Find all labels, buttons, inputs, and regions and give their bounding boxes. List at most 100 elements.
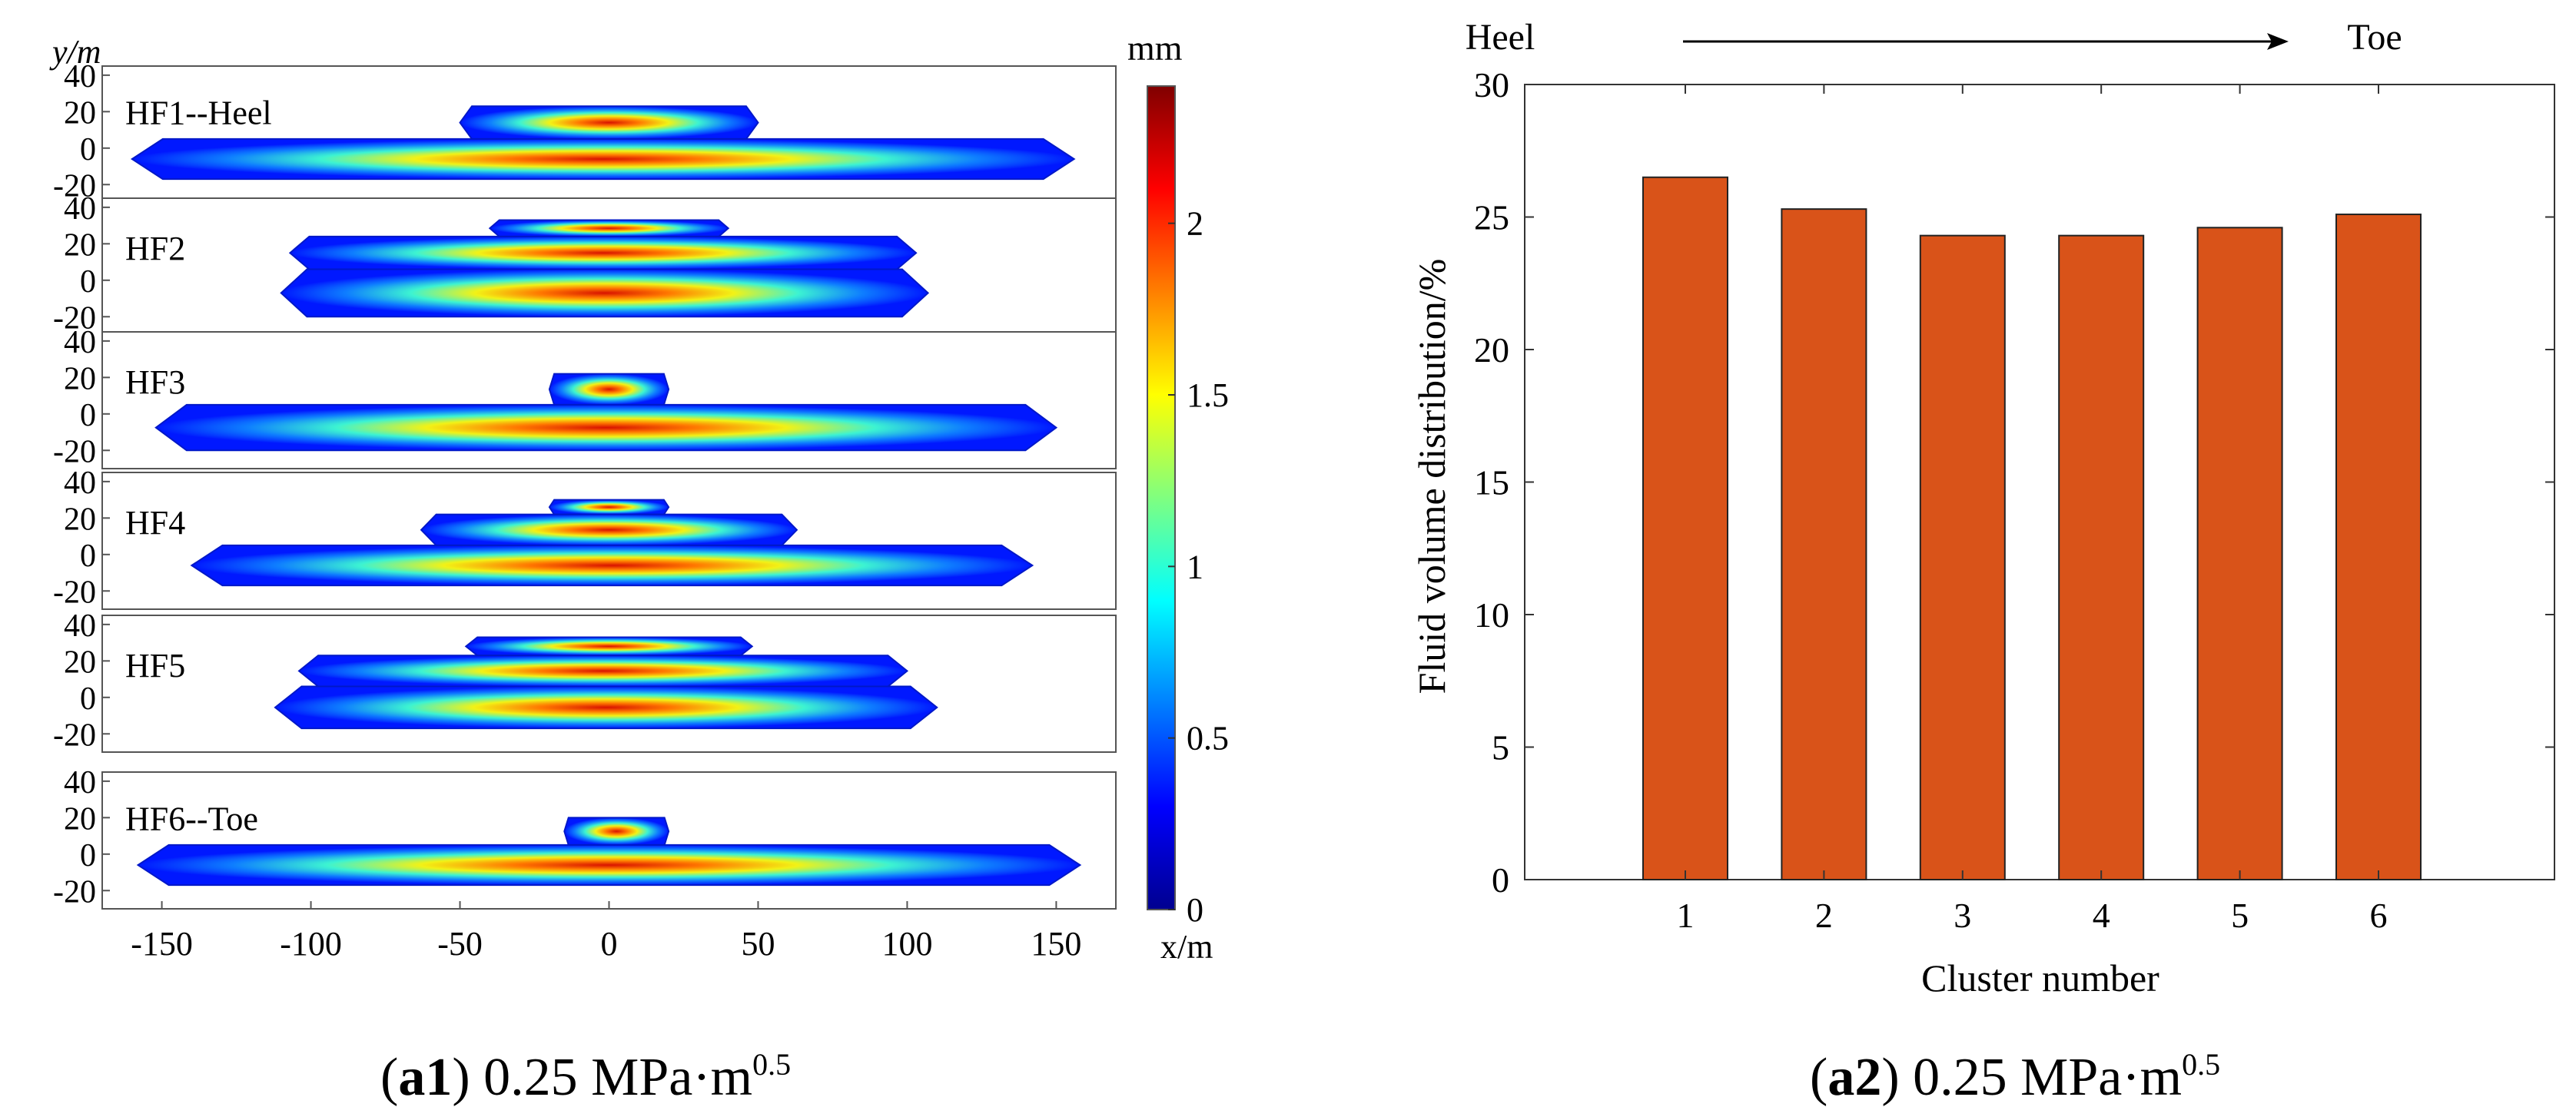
fracture-main-layer [281, 269, 928, 317]
panel-label: HF3 [125, 363, 185, 401]
y-tick-label: 0 [80, 264, 96, 300]
bar-y-axis-label: Fluid volume distribution/% [1410, 259, 1453, 694]
fracture-main-layer [131, 138, 1074, 180]
bar-x-ticks: 1 2 3 4 5 6 [1677, 85, 2388, 935]
fracture-main-layer-edge [130, 138, 1076, 181]
y-tick-label: 0 [80, 838, 96, 873]
bar-y-tick-label: 25 [1474, 198, 1509, 237]
y-tick-label: -20 [53, 434, 96, 469]
y-tick-label: 20 [64, 502, 96, 537]
x-tick-label: -100 [280, 925, 342, 963]
fracture-top-layer [490, 220, 729, 237]
fracture-upper-layer [290, 236, 917, 270]
fracture-main-layer [138, 844, 1081, 886]
y-tick-label: 20 [64, 645, 96, 680]
y-tick-label: 0 [80, 681, 96, 717]
fracture-main-layer-edge [136, 844, 1082, 887]
y-tick-label: 40 [64, 325, 96, 360]
y-tick-label: -20 [53, 874, 96, 910]
bar-y-tick-label: 15 [1474, 463, 1509, 502]
toe-label: Toe [2347, 17, 2402, 58]
heel-toe-annotation: Heel Toe [1466, 17, 2402, 58]
y-tick-label: 0 [80, 132, 96, 167]
colorbar-tick-label: 1 [1187, 548, 1203, 585]
x-axis-ticks: -150 -100 -50 0 50 100 150 [131, 901, 1081, 963]
colorbar-unit: mm [1127, 28, 1183, 68]
fracture-upper-layer [421, 514, 797, 545]
fracture-main-layer-edge [190, 544, 1034, 587]
contour-panels: HF1--Heel40200-20HF240200-20HF340200-20H… [53, 59, 1117, 910]
bar-y-tick-label: 0 [1492, 860, 1509, 900]
y-tick-label: -20 [53, 718, 96, 753]
colorbar: mm 0 0.5 1 1.5 2 [1127, 28, 1229, 929]
bar-cluster-1 [1642, 176, 1728, 880]
x-tick-label: 150 [1031, 925, 1081, 963]
y-tick-label: -20 [53, 575, 96, 610]
y-tick-label: 40 [64, 466, 96, 501]
panel-label: HF6--Toe [125, 800, 258, 837]
bar-y-tick-label: 30 [1474, 65, 1509, 104]
y-tick-label: 20 [64, 95, 96, 131]
bar-x-tick-label: 5 [2231, 896, 2249, 935]
fracture-main-layer-edge [154, 403, 1058, 452]
y-axis-label: y/m [49, 33, 101, 71]
bar-x-tick-label: 1 [1677, 896, 1695, 935]
fracture-main-layer [155, 404, 1057, 451]
fracture-top-layer [549, 499, 669, 515]
colorbar-tick-label: 1.5 [1187, 376, 1229, 414]
panel-label: HF4 [125, 504, 185, 542]
y-tick-label: 40 [64, 191, 96, 227]
panel-label: HF2 [125, 230, 185, 267]
y-tick-label: 20 [64, 227, 96, 263]
fracture-upper-layer [549, 373, 669, 405]
caption-a2: (a2) 0.25 MPa·m0.5 [1810, 1047, 2220, 1107]
fracture-main-layer-edge [280, 268, 930, 318]
colorbar-tick-label: 0 [1187, 891, 1203, 929]
y-tick-label: 0 [80, 398, 96, 433]
bar-cluster-2 [1781, 208, 1867, 880]
bar-y-tick-label: 10 [1474, 595, 1509, 635]
bar-x-tick-label: 4 [2093, 896, 2110, 935]
y-tick-label: 0 [80, 539, 96, 574]
bar-cluster-4 [2058, 234, 2145, 880]
fracture-upper-layer [564, 817, 669, 845]
fracture-main-layer [191, 545, 1033, 586]
heel-label: Heel [1466, 17, 1535, 58]
bars [1642, 176, 2422, 880]
x-tick-label: -150 [131, 925, 193, 963]
bar-cluster-6 [2335, 214, 2422, 880]
colorbar-tick-label: 2 [1187, 205, 1203, 243]
y-tick-label: 20 [64, 361, 96, 396]
x-tick-label: 50 [741, 925, 775, 963]
y-tick-label: 40 [64, 59, 96, 94]
bar-y-tick-label: 20 [1474, 330, 1509, 370]
bar-cluster-5 [2196, 227, 2283, 880]
panel-label: HF1--Heel [125, 94, 272, 131]
bar-y-ticks: 0 5 10 15 20 25 30 [1474, 65, 2554, 900]
bar-x-tick-label: 2 [1815, 896, 1833, 935]
bar-x-tick-label: 6 [2370, 896, 2388, 935]
colorbar-gradient [1147, 85, 1176, 910]
y-tick-label: 40 [64, 765, 96, 800]
colorbar-tick-label: 0.5 [1187, 720, 1229, 757]
y-tick-label: 20 [64, 801, 96, 837]
fracture-upper-layer [460, 106, 759, 139]
y-tick-label: -20 [53, 168, 96, 204]
bar-y-tick-label: 5 [1492, 728, 1509, 767]
x-tick-label: -50 [437, 925, 483, 963]
y-tick-label: 40 [64, 608, 96, 644]
bar-cluster-3 [1919, 234, 2006, 880]
fracture-upper-layer [299, 655, 908, 687]
fracture-main-layer [275, 686, 938, 729]
bar-chart: 0 5 10 15 20 25 30 1 2 3 4 5 6 Fluid volume distrib… [1410, 17, 2555, 999]
bar-x-axis-label: Cluster number [1921, 956, 2159, 999]
arrow-head-icon [2267, 33, 2289, 50]
caption-a1: (a1) 0.25 MPa·m0.5 [380, 1047, 791, 1107]
fracture-top-layer [466, 637, 752, 656]
